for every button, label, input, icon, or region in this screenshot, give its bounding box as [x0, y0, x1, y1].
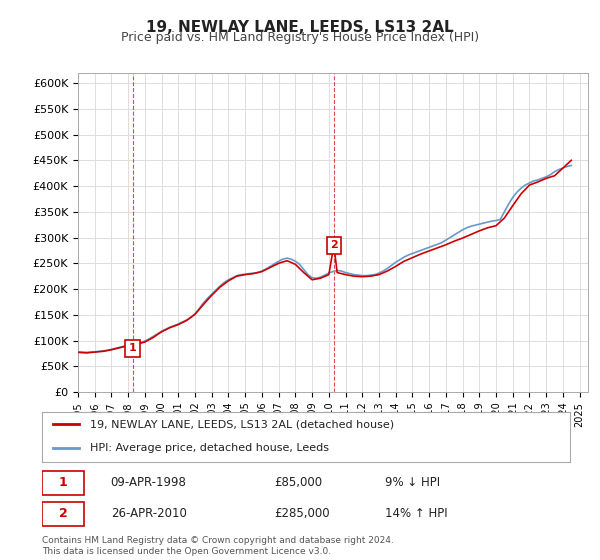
Text: 1: 1: [129, 343, 137, 353]
Text: 2: 2: [330, 240, 338, 250]
Text: 19, NEWLAY LANE, LEEDS, LS13 2AL: 19, NEWLAY LANE, LEEDS, LS13 2AL: [146, 20, 454, 35]
FancyBboxPatch shape: [42, 470, 84, 495]
Text: 9% ↓ HPI: 9% ↓ HPI: [385, 477, 440, 489]
Text: 26-APR-2010: 26-APR-2010: [110, 507, 187, 520]
Text: HPI: Average price, detached house, Leeds: HPI: Average price, detached house, Leed…: [89, 443, 329, 453]
Text: 09-APR-1998: 09-APR-1998: [110, 477, 187, 489]
Text: 14% ↑ HPI: 14% ↑ HPI: [385, 507, 448, 520]
Text: Price paid vs. HM Land Registry's House Price Index (HPI): Price paid vs. HM Land Registry's House …: [121, 31, 479, 44]
Text: £285,000: £285,000: [274, 507, 330, 520]
Text: Contains HM Land Registry data © Crown copyright and database right 2024.
This d: Contains HM Land Registry data © Crown c…: [42, 536, 394, 556]
Text: 1: 1: [59, 477, 67, 489]
FancyBboxPatch shape: [42, 502, 84, 526]
Text: 19, NEWLAY LANE, LEEDS, LS13 2AL (detached house): 19, NEWLAY LANE, LEEDS, LS13 2AL (detach…: [89, 419, 394, 429]
Text: £85,000: £85,000: [274, 477, 322, 489]
Text: 2: 2: [59, 507, 67, 520]
